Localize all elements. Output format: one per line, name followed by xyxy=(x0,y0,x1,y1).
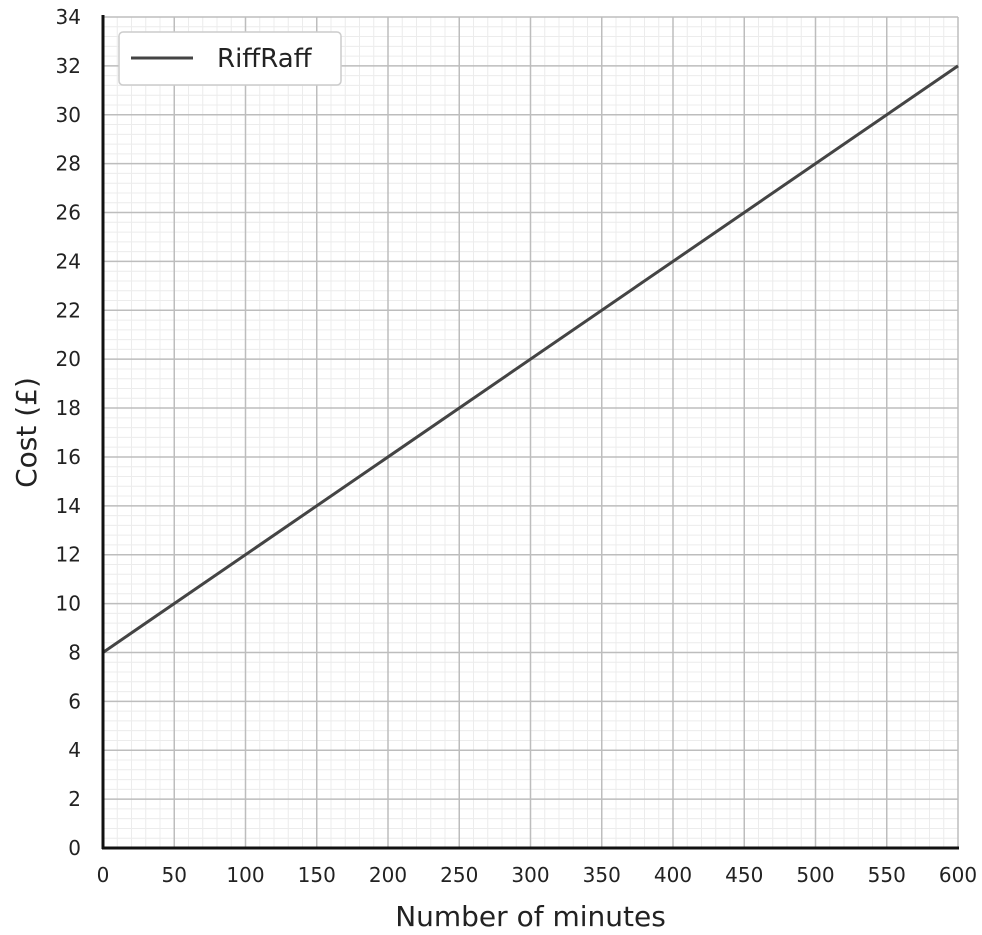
x-tick-label: 600 xyxy=(939,863,977,887)
y-tick-label: 30 xyxy=(56,103,81,127)
x-tick-label: 150 xyxy=(298,863,336,887)
y-axis-title: Cost (£) xyxy=(10,377,43,488)
y-tick-label: 34 xyxy=(56,5,81,29)
y-tick-label: 0 xyxy=(68,836,81,860)
series-line-0 xyxy=(102,64,959,654)
y-tick-label: 26 xyxy=(56,201,81,225)
y-tick-label: 14 xyxy=(56,494,81,518)
x-tick-label: 450 xyxy=(725,863,763,887)
x-tick-label: 100 xyxy=(226,863,264,887)
series-layer xyxy=(102,64,959,654)
x-axis-title: Number of minutes xyxy=(395,900,666,933)
y-tick-label: 4 xyxy=(68,738,81,762)
x-tick-label: 0 xyxy=(97,863,110,887)
y-tick-label: 24 xyxy=(56,249,81,273)
y-tick-label: 2 xyxy=(68,787,81,811)
y-tick-label: 8 xyxy=(68,640,81,664)
y-tick-label: 16 xyxy=(56,445,81,469)
x-tick-label: 250 xyxy=(440,863,478,887)
x-tick-label: 300 xyxy=(511,863,549,887)
y-tick-label: 10 xyxy=(56,592,81,616)
y-tick-label: 32 xyxy=(56,54,81,78)
y-tick-label: 28 xyxy=(56,152,81,176)
y-tick-label: 18 xyxy=(56,396,81,420)
x-tick-label: 500 xyxy=(796,863,834,887)
x-tick-label: 50 xyxy=(162,863,187,887)
axes xyxy=(101,15,959,850)
y-tick-label: 6 xyxy=(68,689,81,713)
x-tick-label: 350 xyxy=(583,863,621,887)
legend-label: RiffRaff xyxy=(217,44,313,74)
x-tick-labels: 0 50 100 150 200 250 300 350 400 450 500 550 600 xyxy=(97,863,977,887)
y-tick-label: 12 xyxy=(56,543,81,567)
x-tick-label: 200 xyxy=(369,863,407,887)
x-tick-label: 400 xyxy=(654,863,692,887)
x-tick-label: 550 xyxy=(868,863,906,887)
legend: RiffRaff xyxy=(118,31,342,86)
legend-box xyxy=(118,31,342,86)
y-tick-label: 20 xyxy=(56,347,81,371)
y-tick-label: 22 xyxy=(56,298,81,322)
